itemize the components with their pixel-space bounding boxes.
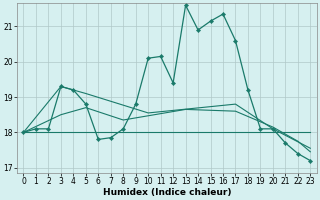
X-axis label: Humidex (Indice chaleur): Humidex (Indice chaleur) [103,188,231,197]
